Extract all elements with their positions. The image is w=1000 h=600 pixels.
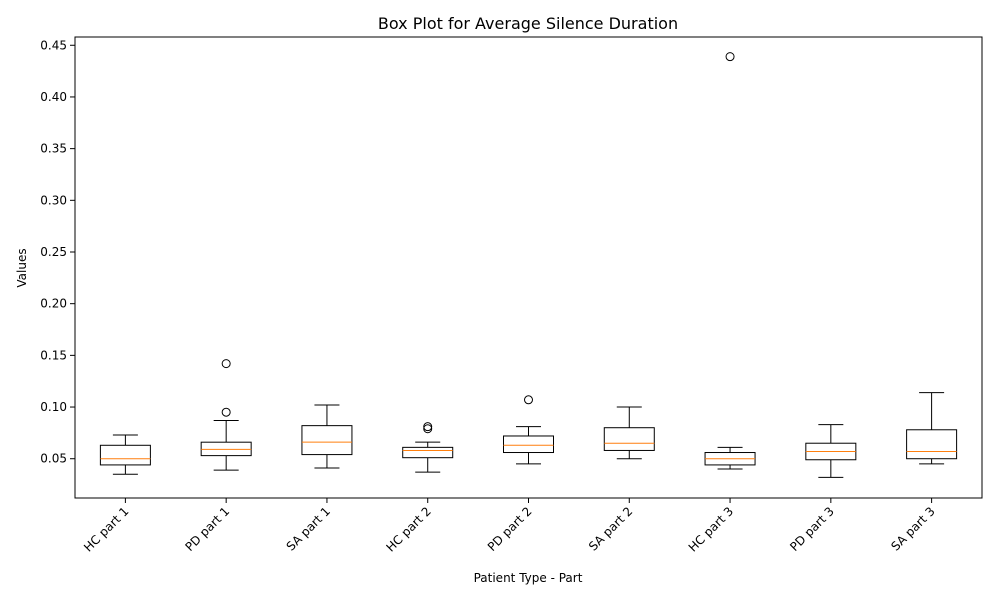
y-tick-label: 0.35 <box>40 142 67 156</box>
box-5 <box>503 395 554 465</box>
outlier-point <box>524 395 533 405</box>
box-8 <box>805 424 857 478</box>
y-tick-label: 0.45 <box>40 38 67 52</box>
chart-title: Box Plot for Average Silence Duration <box>378 14 678 33</box>
outlier-point <box>423 422 433 432</box>
iqr-box <box>603 427 655 451</box>
y-tick-label: 0.40 <box>40 90 67 104</box>
iqr-box <box>503 435 554 454</box>
outlier-point <box>423 424 433 434</box>
box-2 <box>200 359 252 471</box>
outlier-point <box>221 359 231 369</box>
x-axis-label: Patient Type - Part <box>474 571 583 585</box>
iqr-box <box>200 441 252 457</box>
box-9 <box>906 392 958 465</box>
y-tick-label: 0.10 <box>40 400 67 414</box>
y-axis: 0.05 0.10 0.15 0.20 0.25 0.30 0.35 0.40 0.45 <box>40 38 75 466</box>
iqr-box <box>906 429 958 460</box>
y-tick-label: 0.15 <box>40 348 67 362</box>
box-6 <box>603 406 655 460</box>
iqr-box <box>301 425 353 456</box>
outlier-point <box>221 407 231 417</box>
outlier-point <box>725 52 735 62</box>
y-tick-label: 0.25 <box>40 245 67 259</box>
box-1 <box>99 434 151 475</box>
y-tick-label: 0.05 <box>40 452 67 466</box>
y-tick-label: 0.30 <box>40 193 67 207</box>
box-3 <box>301 404 353 469</box>
box-4 <box>402 422 454 473</box>
box-7 <box>704 52 756 470</box>
y-axis-label: Values <box>15 248 29 287</box>
iqr-box <box>99 444 151 466</box>
y-tick-label: 0.20 <box>40 297 67 311</box>
plot-area <box>99 52 958 478</box>
iqr-box <box>402 446 454 459</box>
